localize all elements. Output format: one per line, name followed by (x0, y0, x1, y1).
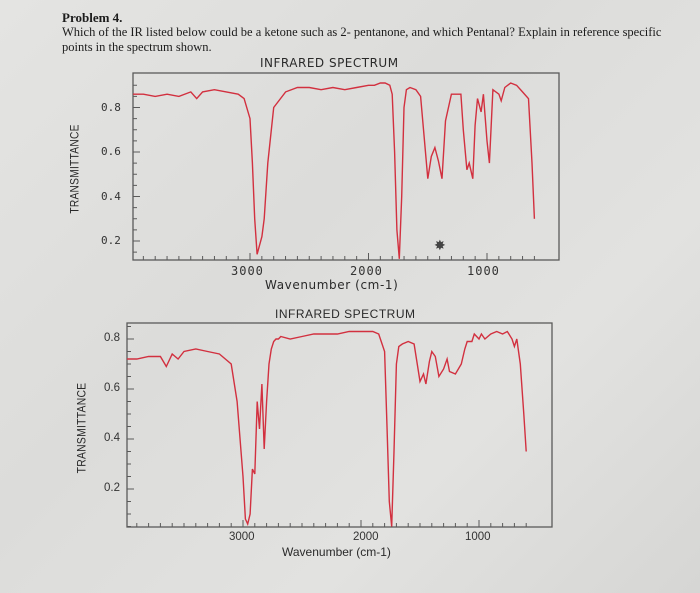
chart2-xtick: 2000 (353, 531, 379, 543)
chart2-ytick: 0.8 (104, 332, 120, 344)
chart1-xtick: 3000 (231, 264, 264, 278)
chart2-xlabel: Wavenumber (cm-1) (282, 545, 391, 559)
chart1-ytick: 0.8 (101, 101, 121, 114)
chart2-xtick: 3000 (229, 531, 255, 543)
chart2-plot-area (126, 322, 553, 528)
chart2-ytick: 0.2 (104, 482, 120, 494)
problem-statement: Problem 4. Which of the IR listed below … (62, 10, 662, 55)
chart2-spectrum-line (127, 330, 527, 527)
chart1-spectrum-line (133, 82, 536, 259)
chart1-ytick: 0.6 (101, 145, 121, 158)
chart1-ytick: 0.4 (101, 190, 121, 203)
chart2-ytick: 0.4 (104, 432, 120, 444)
problem-heading: Problem 4. (62, 10, 123, 25)
chart1-title: INFRARED SPECTRUM (260, 56, 399, 70)
chart1-frame (132, 72, 560, 261)
problem-text: Which of the IR listed below could be a … (62, 25, 662, 54)
chart1-ytick: 0.2 (101, 234, 121, 247)
chart1-xtick: 1000 (467, 264, 500, 278)
chart1-xlabel: Wavenumber (cm-1) (265, 278, 399, 292)
chart2-xtick: 1000 (465, 531, 491, 543)
chart2-title: INFRARED SPECTRUM (275, 307, 416, 321)
chart1-xtick: 2000 (350, 264, 383, 278)
mouse-cursor-icon: ✸ (434, 237, 446, 253)
chart2-frame (126, 322, 553, 528)
chart2-ytick: 0.6 (104, 382, 120, 394)
chart1-plot-area (132, 72, 560, 261)
